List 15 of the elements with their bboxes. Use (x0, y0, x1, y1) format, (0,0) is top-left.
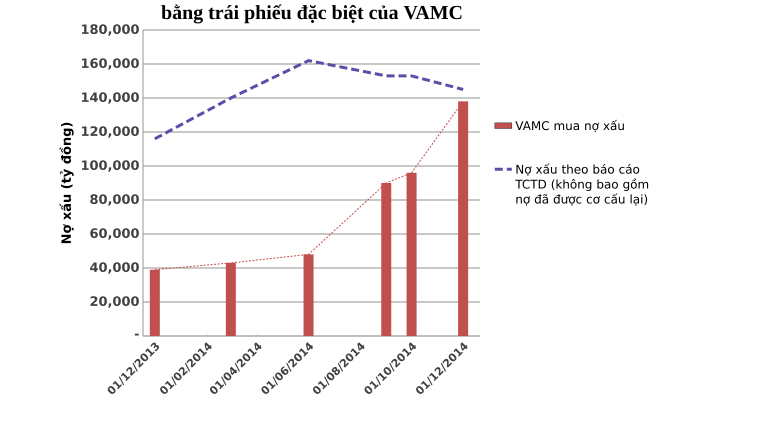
legend-label: VAMC mua nợ xấu (515, 120, 624, 132)
y-tick-label: 80,000 (90, 194, 139, 206)
y-tick-label: 60,000 (90, 228, 139, 240)
y-tick-label: 140,000 (82, 92, 139, 104)
y-axis-title: Nợ xấu (tỷ đồng) (60, 122, 74, 244)
y-tick-label: 180,000 (82, 24, 139, 36)
y-tick-label: 20,000 (90, 296, 139, 308)
y-tick-label: 120,000 (82, 126, 139, 138)
y-tick-label: - (134, 334, 139, 336)
y-tick-label: 160,000 (82, 58, 139, 70)
y-tick-label: 40,000 (90, 262, 139, 274)
line-series (153, 59, 465, 140)
chart-title: bằng trái phiếu đặc biệt của VAMC (161, 4, 462, 24)
legend-label: Nợ xấu theo báo cáo TCTD (không bao gồm nợ đã được cơ cấu lại) (515, 163, 648, 206)
y-tick-label: 100,000 (82, 160, 139, 172)
